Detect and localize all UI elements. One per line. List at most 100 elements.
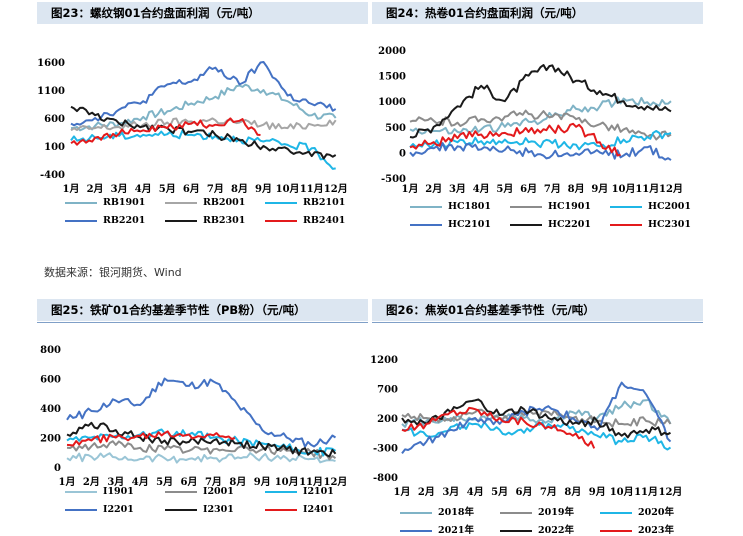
x-tick-label: 6月: [516, 486, 533, 498]
x-tick-label: 7月: [544, 183, 561, 195]
x-tick-label: 7月: [207, 183, 224, 195]
legend-swatch: [600, 529, 632, 532]
x-tick-label: 10月: [276, 183, 300, 195]
legend-item: HC2001: [610, 201, 691, 212]
chart-title: 图23：螺纹钢01合约盘面利润（元/吨）: [37, 2, 368, 24]
legend-label: 2020年: [638, 507, 674, 518]
y-tick-label: 500: [385, 123, 406, 134]
legend-label: HC2101: [448, 219, 491, 230]
chart-title: 图26：焦炭01合约基差季节性（元/吨）: [372, 299, 703, 321]
title-rule: [372, 322, 703, 323]
legend-label: RB2201: [103, 215, 146, 226]
series-line-I1901: [66, 452, 336, 464]
legend-item: RB2201: [65, 215, 145, 226]
legend-label: HC2001: [648, 201, 691, 212]
y-tick-label: 1600: [37, 58, 65, 69]
x-tick-label: 11月: [635, 183, 659, 195]
x-tick-label: 3月: [442, 486, 459, 498]
legend-item: RB2101: [265, 197, 345, 208]
x-tick-label: 1月: [59, 476, 76, 488]
legend-label: RB2101: [303, 197, 346, 208]
legend-item: I2401: [265, 504, 334, 515]
y-tick-label: 1100: [37, 86, 65, 97]
legend-swatch: [265, 490, 297, 493]
x-tick-label: 9月: [591, 183, 608, 195]
legend-item: I2001: [165, 486, 234, 497]
series-line-I2401: [66, 430, 236, 447]
x-tick-label: 6月: [520, 183, 537, 195]
legend-item: 2023年: [600, 522, 674, 536]
legend-label: RB2301: [203, 215, 246, 226]
y-tick-label: 1500: [378, 72, 406, 83]
x-tick-label: 11月: [634, 486, 658, 498]
legend-item: I2301: [165, 504, 234, 515]
series-line-RB2401: [70, 117, 261, 146]
legend-item: RB2001: [165, 197, 245, 208]
series-line-HC1901: [409, 109, 672, 141]
chart-panel-23: 图23：螺纹钢01合约盘面利润（元/吨） 1600 1100 600 100 -400 1…: [37, 0, 368, 262]
y-tick-label: 2000: [378, 46, 406, 57]
legend-label: RB2001: [203, 197, 246, 208]
legend-swatch: [410, 223, 442, 226]
x-tick-label: 10月: [275, 476, 299, 488]
legend-item: 2019年: [500, 504, 574, 518]
legend-swatch: [65, 508, 97, 511]
x-tick-label: 10月: [610, 486, 634, 498]
x-tick-label: 3月: [107, 476, 124, 488]
x-tick-label: 11月: [299, 476, 323, 488]
x-tick-label: 6月: [183, 183, 200, 195]
legend-label: I2301: [203, 504, 234, 515]
chart-legend: I1901 I2001 I2101 I2201 I2301 I2401: [65, 486, 365, 526]
legend-label: I2001: [203, 486, 234, 497]
legend-label: 2022年: [538, 525, 574, 536]
chart-plot: 800 600 400 200 0 1月 2月 3月 4月 5月 6月 7月 8月 9月 10月 11月 12月: [40, 345, 348, 488]
series-line-HC2201: [409, 64, 672, 139]
legend-item: I1901: [65, 486, 134, 497]
series-line-HC2001: [409, 130, 672, 151]
legend-label: HC1801: [448, 201, 491, 212]
x-tick-label: 3月: [111, 183, 128, 195]
x-tick-label: 8月: [564, 486, 581, 498]
x-tick-label: 4月: [132, 476, 149, 488]
series-line-2023年: [401, 406, 596, 449]
y-tick-label: -500: [381, 174, 406, 185]
legend-label: I2401: [303, 504, 334, 515]
legend-swatch: [165, 201, 197, 204]
x-tick-label: 2月: [83, 476, 100, 488]
legend-swatch: [410, 205, 442, 208]
y-tick-label: -800: [373, 473, 398, 484]
y-tick-label: 1200: [370, 355, 398, 366]
legend-label: I2201: [103, 504, 134, 515]
x-tick-label: 2月: [425, 183, 442, 195]
chart-panel-24: 图24：热卷01合约盘面利润（元/吨） 2000 1500 1000 500 0 -500…: [372, 0, 703, 262]
x-tick-label: 1月: [402, 183, 419, 195]
x-tick-label: 8月: [231, 183, 248, 195]
legend-swatch: [165, 508, 197, 511]
legend-label: HC1901: [548, 201, 591, 212]
x-tick-label: 12月: [324, 476, 348, 488]
chart-legend: RB1901 RB2001 RB2101 RB2201 RB2301 RB2401: [65, 197, 365, 237]
source-note: 数据来源：银河期货、Wind: [44, 266, 182, 279]
x-tick-label: 1月: [63, 183, 80, 195]
legend-item: HC1801: [410, 201, 491, 212]
x-tick-label: 9月: [589, 486, 606, 498]
chart-legend: 2018年 2019年 2020年 2021年 2022年 2023年: [400, 504, 700, 536]
series-line-RB2001: [70, 117, 337, 132]
x-tick-label: 2月: [418, 486, 435, 498]
legend-item: RB1901: [65, 197, 145, 208]
series-line-RB1901: [70, 83, 337, 132]
x-tick-label: 12月: [324, 183, 348, 195]
x-tick-label: 8月: [568, 183, 585, 195]
legend-swatch: [510, 223, 542, 226]
legend-label: HC2301: [648, 219, 691, 230]
legend-item: 2022年: [500, 522, 574, 536]
x-tick-label: 2月: [87, 183, 104, 195]
legend-label: 2023年: [638, 525, 674, 536]
legend-label: RB1901: [103, 197, 146, 208]
title-rule: [37, 322, 368, 323]
legend-label: I1901: [103, 486, 134, 497]
legend-item: HC2101: [410, 219, 491, 230]
legend-item: I2201: [65, 504, 134, 515]
legend-swatch: [65, 490, 97, 493]
